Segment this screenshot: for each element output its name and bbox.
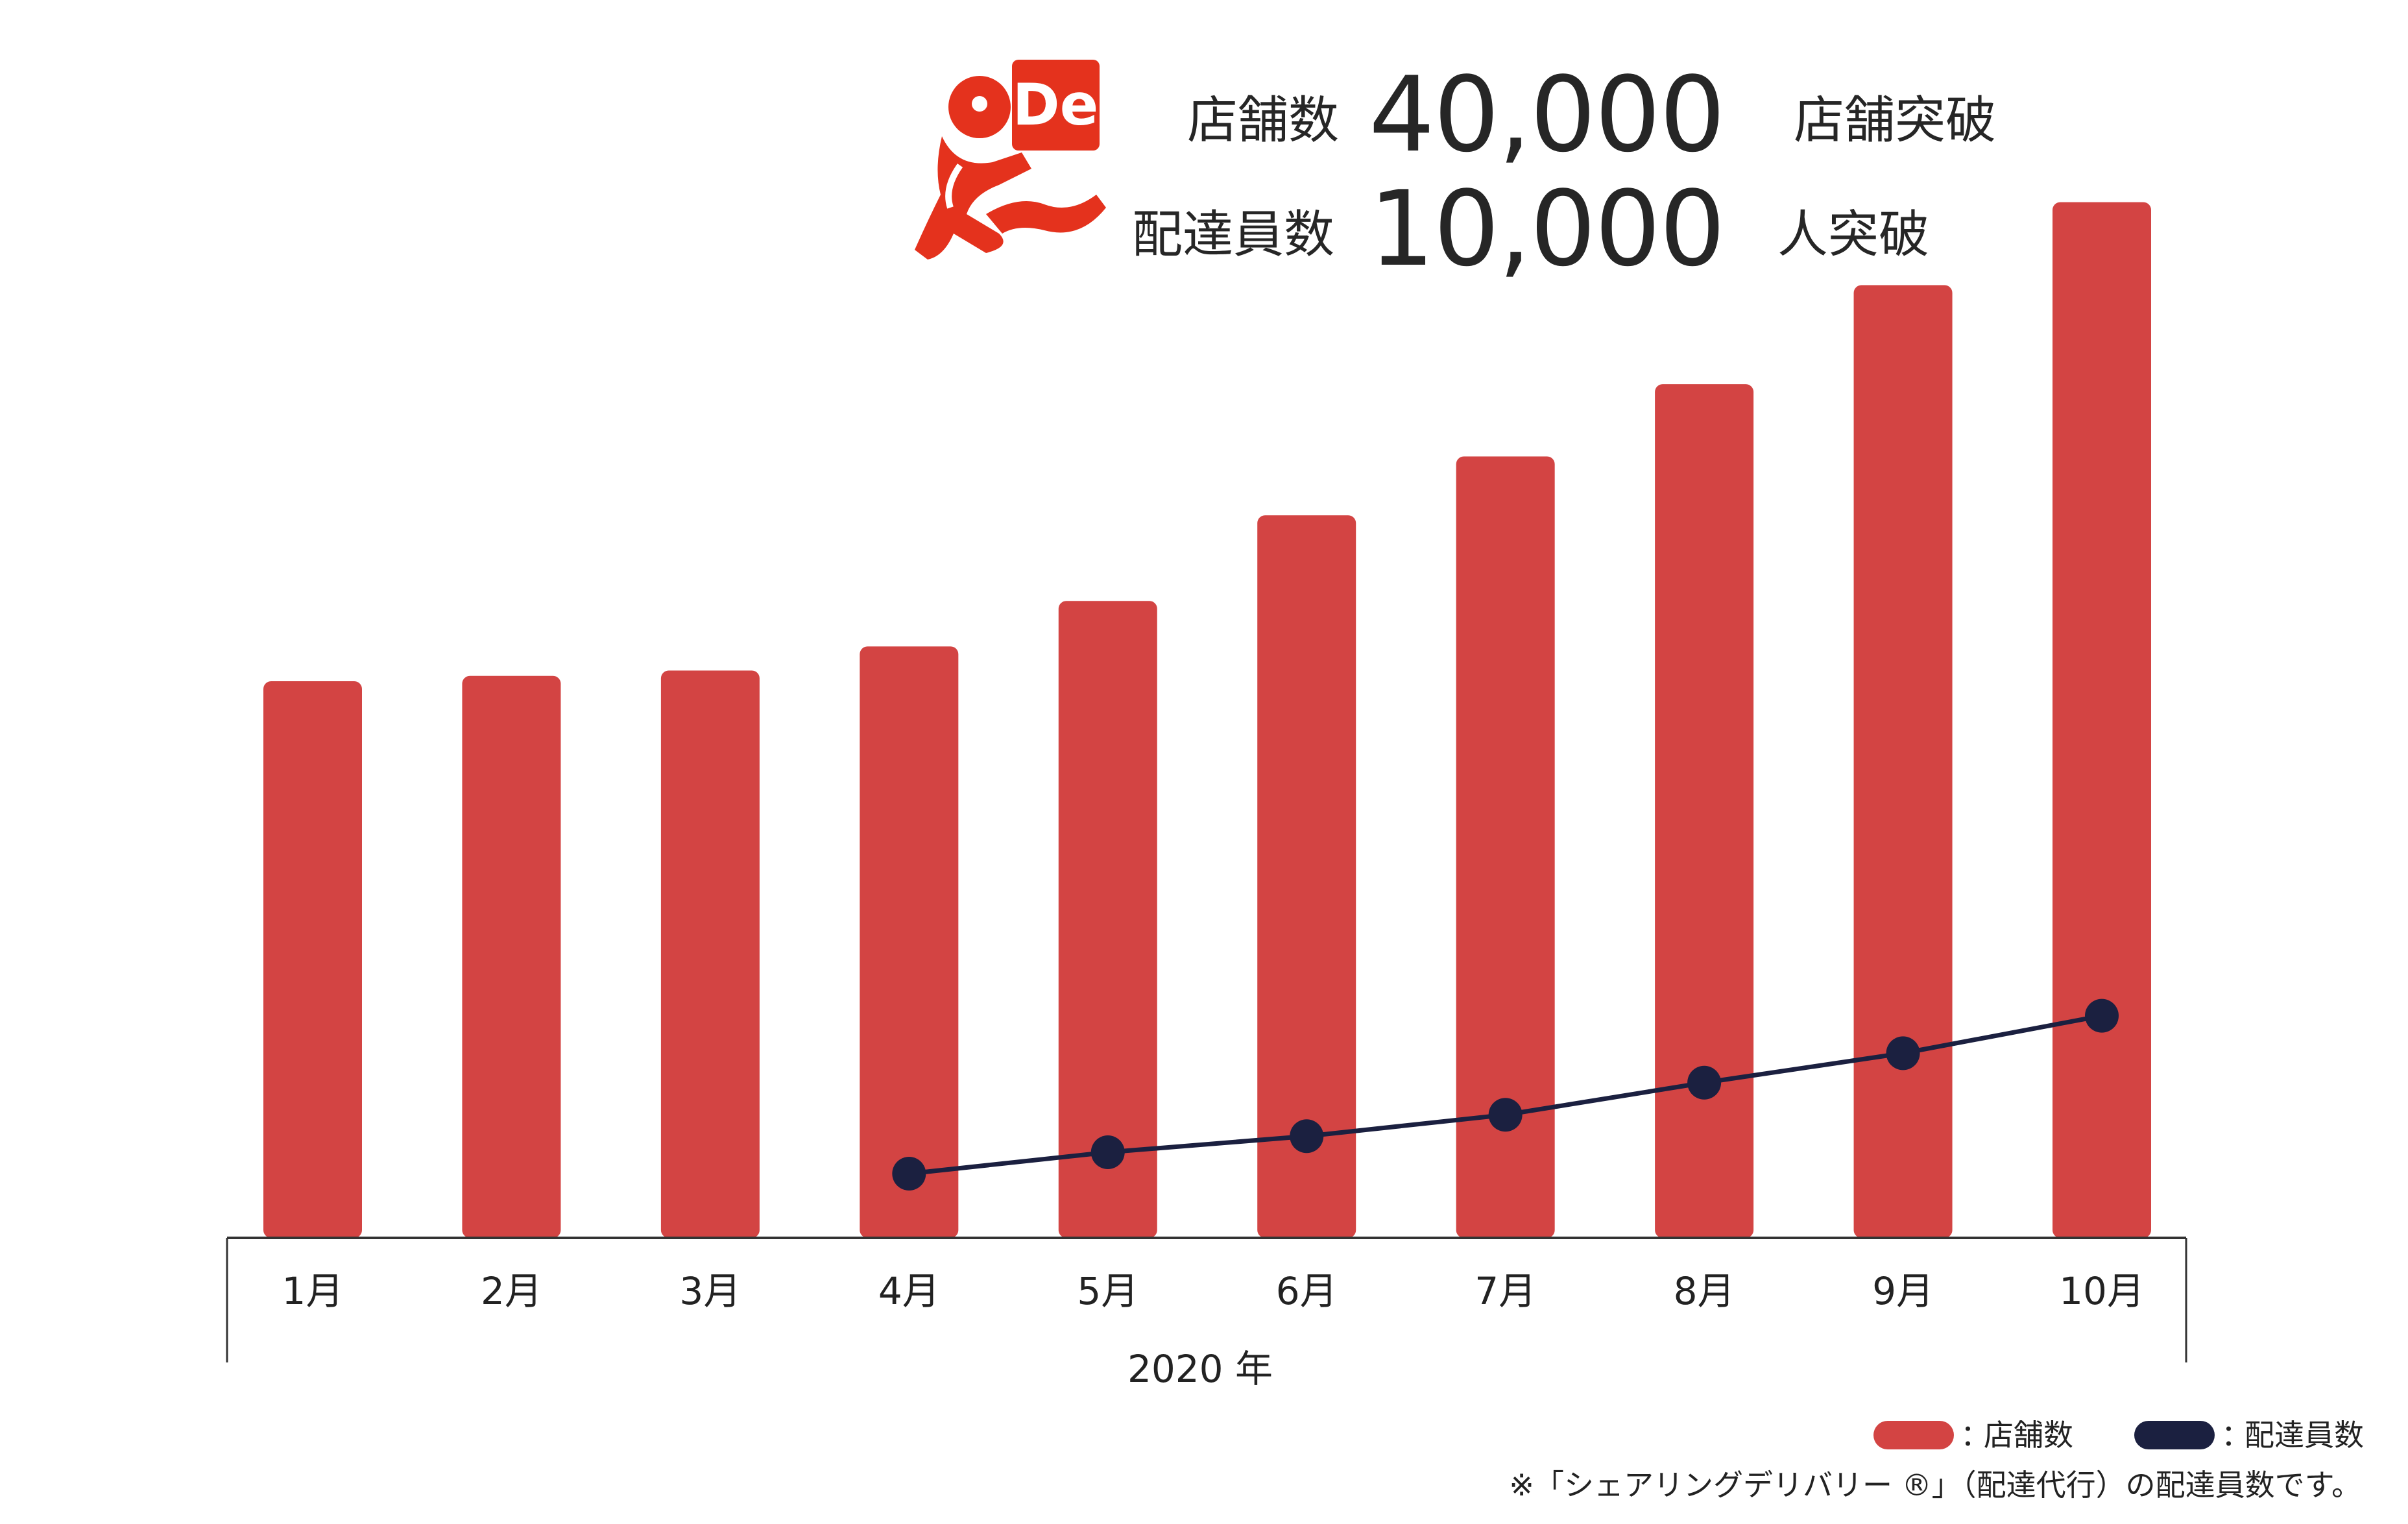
headline-line1-number: 40,000 (1369, 54, 1724, 175)
legend-label-couriers: 配達員数 (2245, 1418, 2364, 1453)
line-point-category-9 (1886, 1036, 1920, 1070)
delivery-runner-logo-icon: De (915, 60, 1106, 260)
x-tick-label-category-2: 2月 (481, 1269, 542, 1313)
bar-category-9 (1853, 285, 1953, 1238)
x-tick-label-category-7: 7月 (1475, 1269, 1536, 1313)
legend-swatch-couriers (2134, 1421, 2215, 1449)
x-tick-label-category-5: 5月 (1077, 1269, 1138, 1313)
x-tick-label-category-1: 1月 (282, 1269, 344, 1313)
bar-category-8 (1655, 384, 1754, 1238)
legend-separator-couriers: ： (2221, 1418, 2251, 1453)
line-point-category-10 (2085, 998, 2119, 1033)
x-tick-labels: 1月 2月 3月 4月 5月 6月 7月 8月 9月 10月 (282, 1269, 2145, 1313)
bar-category-6 (1257, 515, 1356, 1238)
logo-text: De (1013, 71, 1099, 138)
x-tick-label-category-10: 10月 (2059, 1269, 2145, 1313)
legend-label-stores: 店舗数 (1984, 1418, 2073, 1453)
bar-category-1 (263, 681, 362, 1238)
line-point-category-8 (1687, 1065, 1722, 1100)
bar-category-4 (860, 646, 959, 1238)
footnote: ※「シェアリングデリバリー ®」（配達代行）の配達員数です。 (1509, 1468, 2361, 1503)
legend: ： 店舗数 ： 配達員数 (1873, 1418, 2364, 1453)
x-tick-label-category-4: 4月 (878, 1269, 940, 1313)
line-point-category-5 (1090, 1135, 1125, 1169)
line-layer (892, 998, 2119, 1191)
x-axis (226, 1237, 2187, 1362)
headline-line2-suffix: 人突破 (1777, 206, 1929, 264)
legend-swatch-stores (1873, 1421, 1954, 1449)
bar-category-2 (462, 675, 561, 1238)
line-point-category-7 (1488, 1098, 1523, 1132)
x-tick-label-category-6: 6月 (1276, 1269, 1338, 1313)
bar-category-10 (2053, 202, 2151, 1238)
headline-line1-prefix: 店舗数 (1187, 91, 1339, 150)
bar-category-7 (1456, 456, 1555, 1238)
x-tick-label-category-3: 3月 (679, 1269, 741, 1313)
x-tick-label-category-8: 8月 (1674, 1269, 1735, 1313)
bars-layer (263, 202, 2151, 1238)
x-tick-label-category-9: 9月 (1872, 1269, 1934, 1313)
headline-line1-suffix: 店舗突破 (1794, 91, 1996, 150)
line-point-category-4 (892, 1157, 926, 1191)
legend-separator-stores: ： (1960, 1418, 1990, 1453)
bar-category-3 (660, 670, 760, 1238)
headline-line2-prefix: 配達員数 (1132, 206, 1334, 264)
headline-line2-number: 10,000 (1369, 168, 1724, 289)
bar-category-5 (1058, 601, 1157, 1238)
line-point-category-6 (1290, 1119, 1324, 1154)
x-axis-title: 2020 年 (1127, 1347, 1273, 1391)
